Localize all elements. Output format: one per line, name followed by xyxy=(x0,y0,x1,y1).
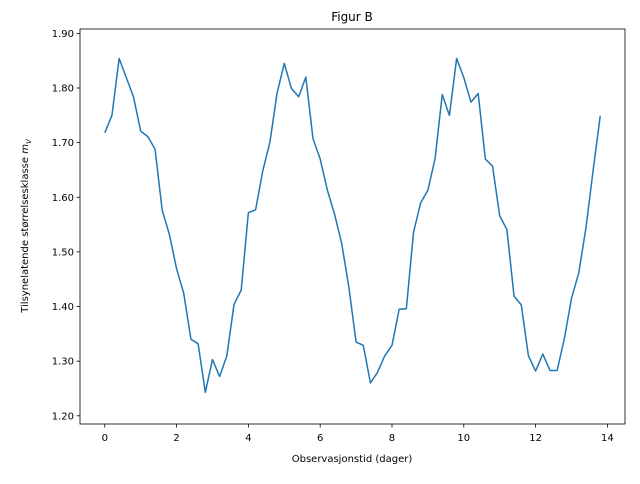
y-axis-label: Tilsynelatende størrelsesklasse mV xyxy=(20,138,33,314)
x-tick-label: 6 xyxy=(317,433,323,444)
x-tick-label: 14 xyxy=(601,433,614,444)
x-tick-label: 0 xyxy=(102,433,108,444)
y-tick-label: 1.50 xyxy=(52,247,74,258)
y-axis-label-text: Tilsynelatende størrelsesklasse xyxy=(20,157,31,314)
plot-frame xyxy=(79,28,626,425)
y-tick-label: 1.30 xyxy=(52,357,74,368)
x-tick-label: 4 xyxy=(245,433,251,444)
x-tick-label: 8 xyxy=(389,433,395,444)
chart-title: Figur B xyxy=(331,10,373,24)
x-axis-label: Observasjonstid (dager) xyxy=(292,454,413,465)
data-line xyxy=(104,57,601,394)
y-tick-label: 1.40 xyxy=(52,302,74,313)
y-tick-label: 1.70 xyxy=(52,138,74,149)
y-axis-label-symbol: m xyxy=(20,144,31,154)
x-tick-label: 12 xyxy=(529,433,542,444)
y-axis-label-subscript: V xyxy=(25,138,33,144)
y-tick-label: 1.90 xyxy=(52,29,74,40)
y-tick-label: 1.80 xyxy=(52,84,74,95)
x-tick-label: 2 xyxy=(173,433,179,444)
y-tick-label: 1.20 xyxy=(52,411,74,422)
y-tick-label: 1.60 xyxy=(52,193,74,204)
x-tick-label: 10 xyxy=(457,433,470,444)
